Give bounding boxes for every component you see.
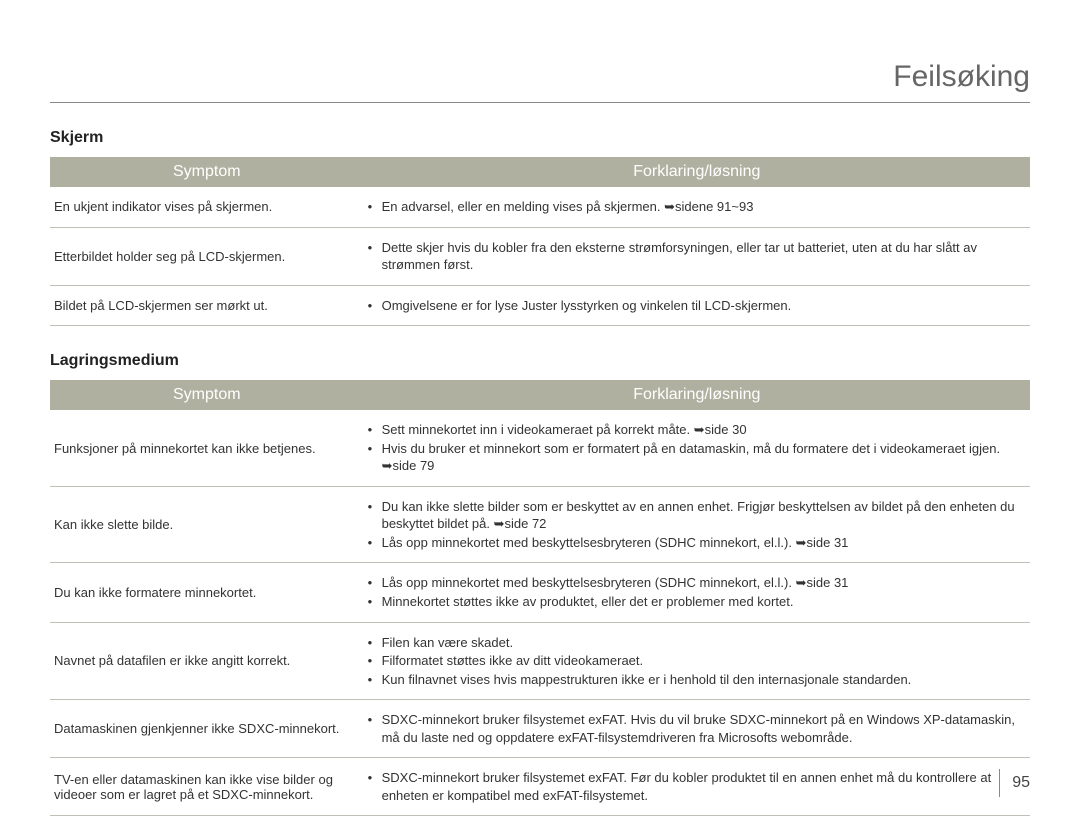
explanation-list: Sett minnekortet inn i videokameraet på … <box>364 421 1022 475</box>
symptom-cell: Du kan ikke formatere minnekortet. <box>50 563 364 622</box>
title-rule <box>50 102 1030 103</box>
section-heading: Skjerm <box>50 129 1030 147</box>
explanation-list: En advarsel, eller en melding vises på s… <box>364 198 1022 216</box>
col-header-symptom: Symptom <box>50 157 364 187</box>
explanation-item: En advarsel, eller en melding vises på s… <box>364 198 1022 216</box>
symptom-cell: Etterbildet holder seg på LCD-skjermen. <box>50 227 364 285</box>
explanation-item: Filformatet støttes ikke av ditt videoka… <box>364 652 1022 670</box>
table-row: Datamaskinen gjenkjenner ikke SDXC-minne… <box>50 700 1030 758</box>
table-row: Etterbildet holder seg på LCD-skjermen.D… <box>50 227 1030 285</box>
troubleshoot-table: SymptomForklaring/løsningFunksjoner på m… <box>50 380 1030 816</box>
symptom-cell: Funksjoner på minnekortet kan ikke betje… <box>50 410 364 486</box>
explanation-list: Filen kan være skadet.Filformatet støtte… <box>364 634 1022 689</box>
symptom-cell: Datamaskinen gjenkjenner ikke SDXC-minne… <box>50 700 364 758</box>
table-row: Bildet på LCD-skjermen ser mørkt ut.Omgi… <box>50 285 1030 326</box>
explanation-item: Du kan ikke slette bilder som er beskytt… <box>364 498 1022 533</box>
explanation-item: Omgivelsene er for lyse Juster lysstyrke… <box>364 297 1022 315</box>
explanation-cell: Du kan ikke slette bilder som er beskytt… <box>364 486 1030 563</box>
explanation-item: SDXC-minnekort bruker filsystemet exFAT.… <box>364 711 1022 746</box>
explanation-list: Du kan ikke slette bilder som er beskytt… <box>364 498 1022 552</box>
table-row: TV-en eller datamaskinen kan ikke vise b… <box>50 758 1030 816</box>
col-header-explanation: Forklaring/løsning <box>364 380 1030 410</box>
symptom-cell: Navnet på datafilen er ikke angitt korre… <box>50 622 364 700</box>
sections-container: SkjermSymptomForklaring/løsningEn ukjent… <box>50 129 1030 816</box>
table-row: Navnet på datafilen er ikke angitt korre… <box>50 622 1030 700</box>
explanation-cell: Filen kan være skadet.Filformatet støtte… <box>364 622 1030 700</box>
symptom-cell: En ukjent indikator vises på skjermen. <box>50 187 364 227</box>
explanation-cell: En advarsel, eller en melding vises på s… <box>364 187 1030 227</box>
table-row: Kan ikke slette bilde.Du kan ikke slette… <box>50 486 1030 563</box>
symptom-cell: TV-en eller datamaskinen kan ikke vise b… <box>50 758 364 816</box>
explanation-cell: SDXC-minnekort bruker filsystemet exFAT.… <box>364 758 1030 816</box>
explanation-item: Sett minnekortet inn i videokameraet på … <box>364 421 1022 439</box>
table-row: En ukjent indikator vises på skjermen.En… <box>50 187 1030 227</box>
explanation-item: Dette skjer hvis du kobler fra den ekste… <box>364 239 1022 274</box>
table-row: Du kan ikke formatere minnekortet.Lås op… <box>50 563 1030 622</box>
explanation-list: Lås opp minnekortet med beskyttelsesbryt… <box>364 574 1022 610</box>
explanation-list: Dette skjer hvis du kobler fra den ekste… <box>364 239 1022 274</box>
symptom-cell: Bildet på LCD-skjermen ser mørkt ut. <box>50 285 364 326</box>
explanation-item: Filen kan være skadet. <box>364 634 1022 652</box>
explanation-cell: SDXC-minnekort bruker filsystemet exFAT.… <box>364 700 1030 758</box>
explanation-item: Hvis du bruker et minnekort som er forma… <box>364 440 1022 475</box>
explanation-cell: Lås opp minnekortet med beskyttelsesbryt… <box>364 563 1030 622</box>
col-header-explanation: Forklaring/løsning <box>364 157 1030 187</box>
page-title: Feilsøking <box>50 60 1030 102</box>
explanation-item: Minnekortet støttes ikke av produktet, e… <box>364 593 1022 611</box>
section-heading: Lagringsmedium <box>50 352 1030 370</box>
explanation-list: SDXC-minnekort bruker filsystemet exFAT.… <box>364 769 1022 804</box>
explanation-item: Lås opp minnekortet med beskyttelsesbryt… <box>364 534 1022 552</box>
explanation-list: Omgivelsene er for lyse Juster lysstyrke… <box>364 297 1022 315</box>
explanation-item: SDXC-minnekort bruker filsystemet exFAT.… <box>364 769 1022 804</box>
table-row: Funksjoner på minnekortet kan ikke betje… <box>50 410 1030 486</box>
explanation-cell: Sett minnekortet inn i videokameraet på … <box>364 410 1030 486</box>
page-number: 95 <box>999 769 1030 797</box>
col-header-symptom: Symptom <box>50 380 364 410</box>
symptom-cell: Kan ikke slette bilde. <box>50 486 364 563</box>
explanation-item: Lås opp minnekortet med beskyttelsesbryt… <box>364 574 1022 592</box>
explanation-cell: Omgivelsene er for lyse Juster lysstyrke… <box>364 285 1030 326</box>
explanation-item: Kun filnavnet vises hvis mappestrukturen… <box>364 671 1022 689</box>
explanation-list: SDXC-minnekort bruker filsystemet exFAT.… <box>364 711 1022 746</box>
troubleshoot-table: SymptomForklaring/løsningEn ukjent indik… <box>50 157 1030 326</box>
explanation-cell: Dette skjer hvis du kobler fra den ekste… <box>364 227 1030 285</box>
